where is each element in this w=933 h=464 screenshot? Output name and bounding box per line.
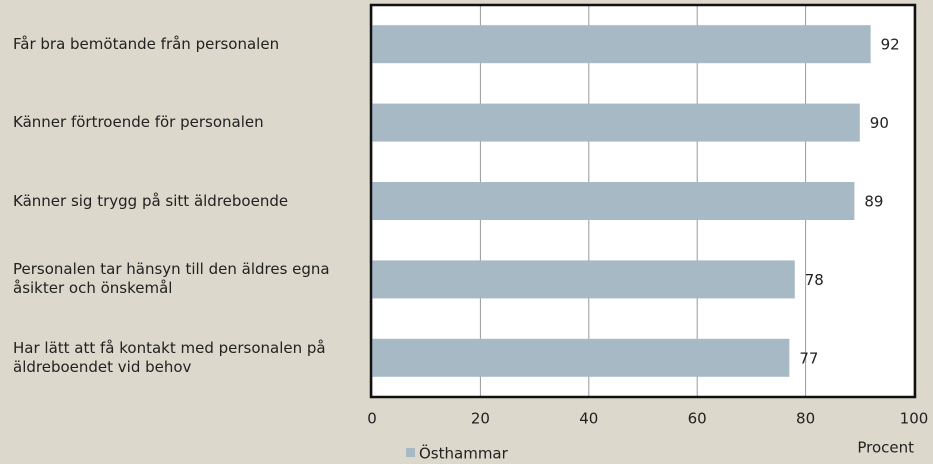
category-label-box: Känner förtroende för personalen [13,113,264,132]
data-label: 78 [805,271,824,289]
x-tick-label: 40 [579,410,598,428]
data-label: 92 [881,36,900,54]
x-tick-label: 20 [471,410,490,428]
category-label-box: Har lätt att få kontakt med personalen p… [13,338,326,376]
bar [372,182,855,220]
category-label: Får bra bemötande från personalen [13,34,280,53]
category-label-box: Personalen tar hänsyn till den äldres eg… [13,260,330,298]
x-tick-label: 0 [367,410,377,428]
x-tick-label: 60 [688,410,707,428]
x-tick-label: 80 [796,410,815,428]
category-label: Har lätt att få kontakt med personalen p… [13,338,326,376]
category-label: Känner sig trygg på sitt äldreboende [13,191,289,210]
category-label-box: Känner sig trygg på sitt äldreboende [13,191,289,210]
bar [372,25,871,64]
legend-label: Östhammar [419,444,509,463]
x-axis-title: Procent [857,439,914,457]
bar [372,338,790,377]
bar [372,103,860,142]
category-label: Personalen tar hänsyn till den äldres eg… [13,260,330,298]
data-label: 89 [864,193,883,211]
bar [372,260,795,299]
data-label: 77 [799,349,818,367]
legend-swatch [406,448,415,457]
data-label: 90 [870,114,889,132]
category-label-box: Får bra bemötande från personalen [13,34,280,53]
plot-frame [369,3,917,399]
category-label: Känner förtroende för personalen [13,113,264,132]
x-tick-label: 100 [900,410,929,428]
